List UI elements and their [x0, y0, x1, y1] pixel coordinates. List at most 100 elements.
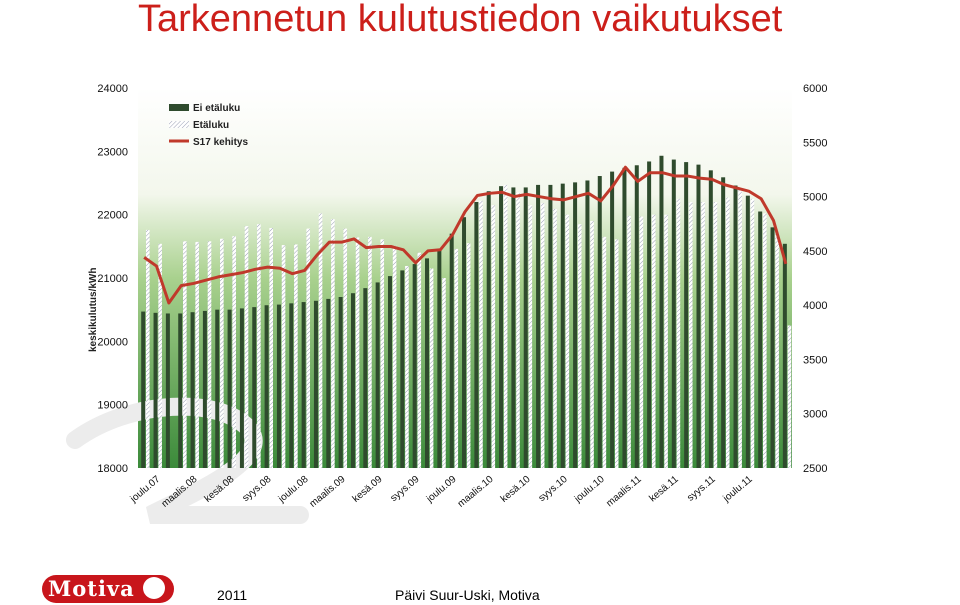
legend-label-etaluku: Etäluku	[193, 120, 229, 131]
bar-etaluku	[688, 202, 693, 468]
y-tick-label: 24000	[97, 83, 128, 95]
bar-ei-etaluku	[647, 161, 652, 468]
bar-ei-etaluku	[597, 176, 602, 468]
bar-etaluku	[294, 244, 298, 468]
x-tick-label: kesä.11	[647, 474, 681, 505]
bar-etaluku	[183, 241, 187, 468]
y-tick-label: 22000	[97, 210, 128, 222]
legend-label-s17: S17 kehitys	[193, 137, 248, 148]
bar-etaluku	[318, 213, 323, 468]
bar-ei-etaluku	[227, 309, 232, 468]
bar-etaluku	[701, 202, 705, 468]
bar-etaluku	[614, 239, 619, 468]
x-tick-label: joulu.08	[276, 474, 311, 506]
bar-ei-etaluku	[153, 312, 158, 468]
y2-tick-label: 3500	[803, 354, 827, 366]
y2-tick-label: 5500	[803, 137, 827, 149]
line-s17-kehitys	[143, 165, 788, 305]
bar-etaluku	[146, 229, 150, 468]
bar-ei-etaluku	[276, 304, 281, 468]
bar-etaluku	[281, 245, 286, 468]
bar-ei-etaluku	[486, 191, 491, 469]
bar-etaluku	[651, 214, 656, 468]
bar-ei-etaluku	[560, 183, 565, 468]
bar-etaluku	[590, 221, 594, 468]
bar-ei-etaluku	[239, 308, 244, 468]
legend: Ei etäluku Etäluku S17 kehitys	[169, 103, 248, 148]
bar-ei-etaluku	[449, 233, 454, 468]
bar-ei-etaluku	[573, 182, 578, 468]
y2-tick-label: 4000	[803, 300, 827, 312]
bar-etaluku	[491, 205, 496, 469]
bar-ei-etaluku	[141, 311, 146, 468]
bar-ei-etaluku	[634, 165, 639, 468]
y-tick-label: 19000	[97, 400, 128, 412]
bar-etaluku	[479, 200, 483, 469]
bar-etaluku	[565, 214, 570, 468]
bar-etaluku	[195, 241, 199, 468]
watermark	[66, 397, 309, 524]
bar-ei-etaluku	[313, 300, 318, 468]
bar-etaluku	[664, 214, 668, 468]
bar-ei-etaluku	[474, 202, 479, 468]
bar-etaluku	[331, 219, 335, 468]
bar-etaluku	[553, 208, 557, 468]
bar-ei-etaluku	[511, 187, 516, 468]
x-tick-label: kesä.10	[499, 474, 533, 505]
bar-etaluku	[429, 268, 434, 468]
bar-ei-etaluku	[412, 264, 417, 468]
bar-ei-etaluku	[215, 309, 220, 468]
bar-ei-etaluku	[289, 303, 294, 468]
bar-ei-etaluku	[610, 171, 615, 468]
bar-ei-etaluku	[696, 164, 701, 468]
bar-ei-etaluku	[252, 307, 257, 468]
bar-ei-etaluku	[548, 184, 553, 468]
x-tick-label: joulu.07	[128, 474, 163, 506]
x-tick-label: maalis.09	[308, 474, 348, 510]
bar-etaluku	[540, 203, 545, 468]
bar-ei-etaluku	[437, 250, 442, 468]
x-tick-label: syys.08	[240, 474, 273, 504]
footer-author: Päivi Suur-Uski, Motiva	[395, 587, 540, 603]
footer-year: 2011	[217, 587, 248, 603]
page-title: Tarkennetun kulutustiedon vaikutukset	[138, 0, 783, 40]
bar-etaluku	[244, 226, 249, 468]
bar-ei-etaluku	[770, 227, 775, 468]
bar-etaluku	[417, 252, 422, 468]
bar-ei-etaluku	[350, 293, 355, 468]
bar-etaluku	[602, 236, 607, 468]
x-tick-label: maalis.10	[456, 474, 496, 510]
x-tick-label: syys.09	[389, 474, 422, 504]
bar-etaluku	[738, 189, 742, 468]
bar-ei-etaluku	[202, 310, 207, 468]
bar-etaluku	[466, 243, 471, 468]
bar-etaluku	[750, 198, 755, 468]
x-tick-label: syys.10	[537, 474, 570, 504]
y2-tick-label: 4500	[803, 246, 827, 258]
bar-ei-etaluku	[462, 217, 467, 468]
x-tick-label: joulu.11	[721, 474, 755, 505]
bar-etaluku	[269, 227, 273, 468]
bar-ei-etaluku	[721, 177, 726, 469]
x-tick-label: joulu.09	[424, 474, 459, 506]
bar-ei-etaluku	[523, 187, 528, 468]
bar-etaluku	[442, 278, 446, 468]
bar-etaluku	[343, 228, 348, 468]
bar-ei-etaluku	[363, 288, 368, 468]
y2-tick-label: 6000	[803, 83, 827, 95]
bar-ei-etaluku	[301, 302, 306, 468]
bar-etaluku	[762, 213, 767, 468]
bar-etaluku	[713, 202, 718, 468]
bar-ei-etaluku	[178, 313, 183, 468]
bar-etaluku	[207, 241, 212, 468]
bar-etaluku	[355, 237, 360, 468]
x-tick-label: maalis.11	[604, 474, 644, 510]
bar-etaluku	[528, 205, 533, 469]
y2-tick-label: 2500	[803, 463, 827, 475]
bar-etaluku	[516, 192, 520, 468]
bar-etaluku	[676, 198, 681, 468]
bar-etaluku	[392, 245, 397, 468]
bar-ei-etaluku	[264, 305, 269, 468]
bar-ei-etaluku	[499, 186, 504, 469]
